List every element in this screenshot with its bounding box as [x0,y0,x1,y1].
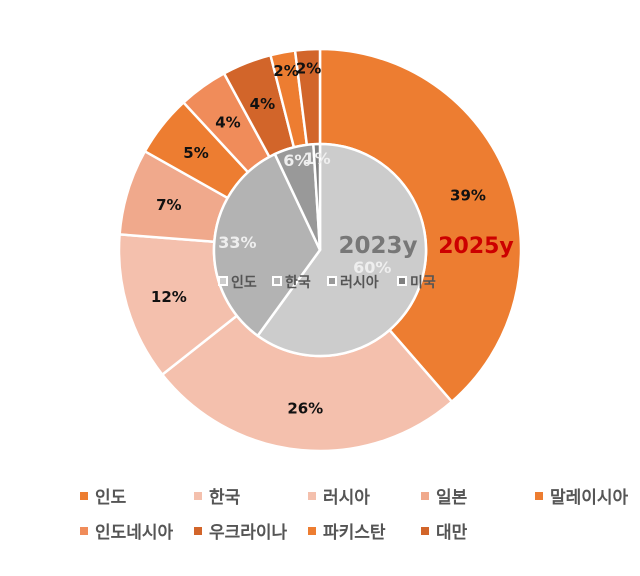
slice-한국 [212,152,322,338]
inner-legend-swatch [327,276,337,286]
inner-legend-swatch [218,276,228,286]
slice-label: 1% [304,149,331,168]
slice-label: 33% [218,233,256,252]
slice-미국 [312,142,322,251]
outer-series-title: 2025y [438,234,514,259]
outer-ring-2025 [117,47,523,453]
slice-label: 4% [215,114,240,132]
slice-label: 39% [450,187,486,205]
series-titles: 2023y 2025y [338,233,513,259]
inner-legend-label: 러시아 [340,274,379,291]
slice-label: 26% [287,399,323,417]
inner-legend: 인도 한국 러시아 미국 [218,274,436,291]
inner-legend-label: 미국 [410,275,436,291]
inner-legend-label: 한국 [285,275,311,291]
slice-labels: 39% 26% 12% 7% 5% 4% 4% 2%2% 60% 33% 6%1% [151,59,486,417]
slice-label: 12% [151,288,187,306]
inner-series-title: 2023y [338,233,417,259]
inner-legend-swatch [397,276,407,286]
slice-label: 7% [156,196,181,214]
slice-label: 60% [353,258,391,277]
slice-label: 5% [183,144,208,162]
slice-label: 6% [283,151,310,170]
inner-pie-2023 [212,142,428,358]
slice-label: 4% [250,95,275,113]
slice-label: 2% [273,62,298,80]
inner-legend-swatch [272,276,282,286]
slice-인도 [255,142,428,358]
inner-legend-label: 인도 [231,274,257,291]
slice-label: 2% [296,59,321,77]
